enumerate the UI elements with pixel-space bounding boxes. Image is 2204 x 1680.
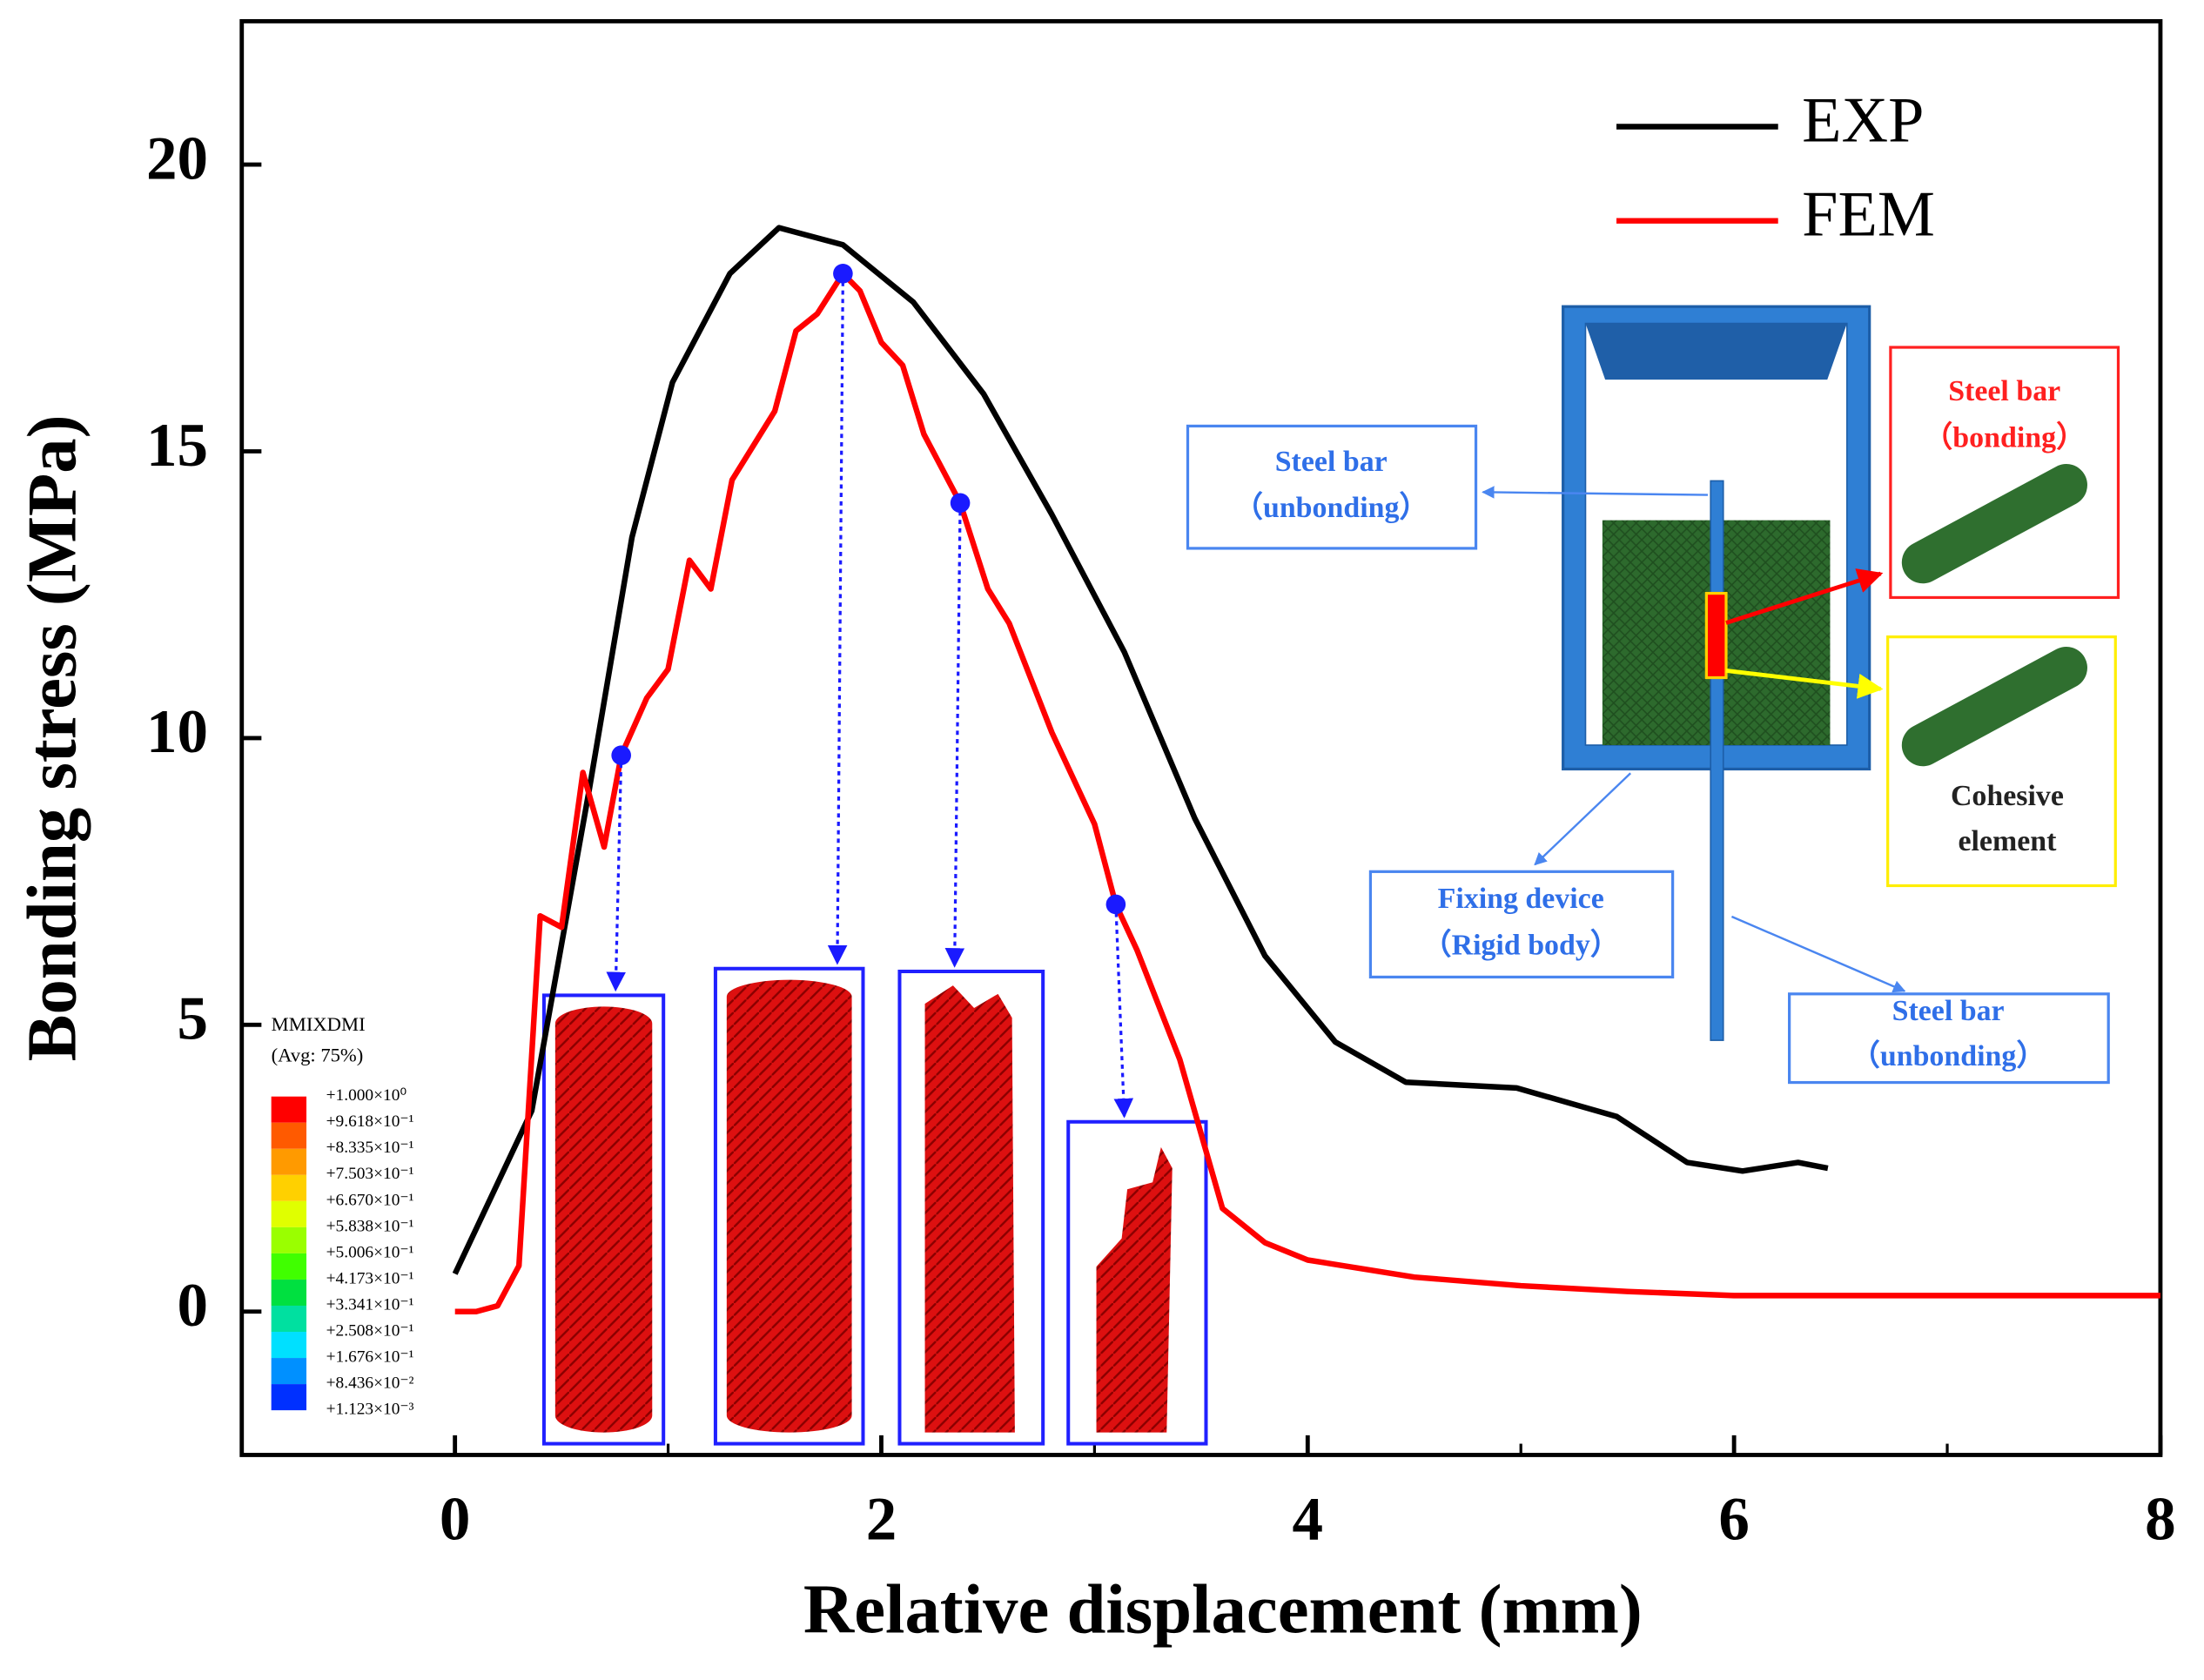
marker-arrow: [606, 755, 627, 992]
pointer: [1725, 669, 1884, 699]
diagram-label: Cohesive: [1951, 780, 2064, 812]
pointer: [1725, 568, 1884, 625]
colorbar-label: +1.676×10⁻¹: [326, 1347, 414, 1366]
colorbar-swatch: [271, 1148, 307, 1175]
label-box: [1788, 992, 2110, 1085]
marker-arrow: [944, 502, 965, 968]
steel-bar: [1710, 480, 1724, 1041]
damaged-bar: [924, 985, 1015, 1433]
bar-model: [1901, 646, 2087, 767]
colorbar-label: +1.123×10⁻³: [326, 1401, 414, 1419]
colorbar-label: +8.335×10⁻¹: [326, 1139, 414, 1157]
y-tick-label: 20: [146, 124, 208, 192]
colorbar-label: +4.173×10⁻¹: [326, 1269, 414, 1287]
bonded-segment: [1704, 591, 1728, 680]
bar-cylinder: [554, 1006, 653, 1433]
colorbar-label: +8.436×10⁻²: [326, 1374, 414, 1393]
colorbar-swatch: [271, 1305, 307, 1333]
marker-point: [950, 493, 971, 514]
diagram-label: （Rigid body）: [1422, 928, 1620, 961]
colorbar-label: +9.618×10⁻¹: [326, 1112, 414, 1131]
x-tick-label: 6: [1718, 1486, 1750, 1554]
label-box: [1368, 870, 1675, 979]
x-tick-label: 2: [866, 1486, 897, 1554]
y-tick-label: 5: [177, 985, 208, 1053]
colorbar-label: +5.838×10⁻¹: [326, 1217, 414, 1235]
label-box: [1186, 424, 1478, 550]
damaged-bar: [1096, 1146, 1173, 1433]
line-series: [452, 225, 1829, 1275]
line-series: [454, 271, 2160, 1314]
colorbar-label: +7.503×10⁻¹: [326, 1165, 414, 1183]
diagram-label: （bonding）: [1923, 420, 2086, 454]
marker-point: [611, 745, 631, 765]
colorbar-swatch: [271, 1174, 307, 1201]
x-tick-label: 8: [2145, 1486, 2176, 1554]
colorbar-swatch: [271, 1332, 307, 1359]
colorbar-swatch: [271, 1384, 307, 1411]
diagram-label: Steel bar: [1948, 375, 2060, 407]
marker-point: [1105, 894, 1126, 915]
legend-label: FEM: [1802, 179, 1935, 251]
diagram-label: （unbonding）: [1851, 1039, 2046, 1072]
colorbar-swatch: [271, 1200, 307, 1227]
y-tick-label: 15: [146, 412, 208, 480]
colorbar-label: +2.508×10⁻¹: [326, 1321, 414, 1340]
colorbar-swatch: [271, 1279, 307, 1306]
bar-model: [1901, 464, 2087, 584]
x-axis-label: Relative displacement (mm): [803, 1571, 1643, 1649]
y-tick-label: 0: [177, 1272, 208, 1340]
colorbar-label: +6.670×10⁻¹: [326, 1191, 414, 1209]
diagram-label: Steel bar: [1275, 446, 1388, 478]
pointer: [1534, 772, 1632, 866]
colorbar-swatch: [271, 1226, 307, 1253]
diagram-label: Fixing device: [1438, 883, 1604, 915]
y-axis-label: Bonding stress (MPa): [13, 414, 91, 1061]
colorbar-label: +1.000×10⁰: [326, 1086, 407, 1105]
y-tick-label: 10: [146, 698, 208, 766]
x-tick-label: 0: [440, 1486, 471, 1554]
colorbar-swatch: [271, 1096, 307, 1123]
pointer: [1482, 486, 1708, 499]
pointer: [1730, 915, 1906, 993]
diagram-label: （unbonding）: [1233, 491, 1428, 524]
bar-cylinder: [726, 979, 852, 1433]
colorbar-title: MMIXDMI: [272, 1013, 366, 1035]
marker-arrow: [827, 273, 848, 965]
colorbar-swatch: [271, 1122, 307, 1149]
plot-area: [452, 225, 2160, 1314]
diagram-label: element: [1958, 825, 2057, 857]
legend-label: EXP: [1802, 85, 1924, 157]
label-box: [1886, 635, 2117, 888]
diagram-label: Steel bar: [1892, 995, 2005, 1027]
label-box: [1889, 346, 2120, 600]
marker-arrow: [1113, 904, 1134, 1119]
marker-point: [833, 263, 853, 284]
colorbar-label: +5.006×10⁻¹: [326, 1243, 414, 1261]
colorbar-swatch: [271, 1253, 307, 1280]
colorbar-label: +3.341×10⁻¹: [326, 1295, 414, 1314]
colorbar-subtitle: (Avg: 75%): [272, 1045, 364, 1066]
x-tick-label: 4: [1293, 1486, 1324, 1554]
colorbar-swatch: [271, 1358, 307, 1385]
device-top: [1585, 323, 1847, 380]
